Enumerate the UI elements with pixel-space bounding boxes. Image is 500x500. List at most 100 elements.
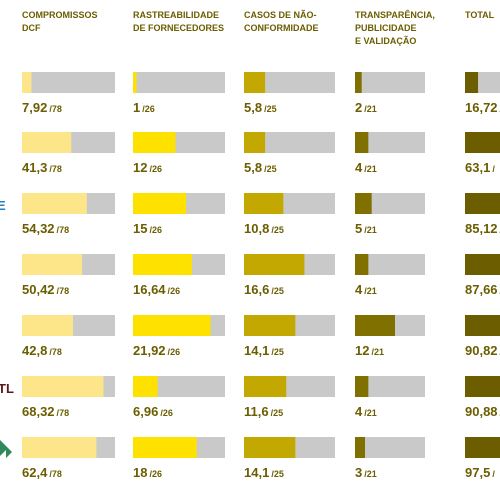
value-label: 12/21 xyxy=(355,343,384,358)
separator: / xyxy=(264,104,267,114)
bar xyxy=(355,376,369,397)
max-value: 78 xyxy=(59,286,69,296)
max-value: 26 xyxy=(152,225,162,235)
bar-track xyxy=(355,376,425,397)
value: 16,72 xyxy=(465,100,498,115)
bar xyxy=(22,437,97,458)
column-header: TOTAL xyxy=(465,10,495,20)
bar xyxy=(355,193,372,214)
bar xyxy=(244,376,287,397)
max-value: 21 xyxy=(367,408,377,418)
bar xyxy=(22,315,74,336)
max-value: 25 xyxy=(274,286,284,296)
max-value: 26 xyxy=(163,408,173,418)
bar xyxy=(244,437,296,458)
bar xyxy=(133,132,176,153)
max-value: 78 xyxy=(52,469,62,479)
bar-track xyxy=(22,72,115,93)
bar xyxy=(465,254,500,275)
max-value: 25 xyxy=(274,469,284,479)
max-value: 25 xyxy=(267,164,277,174)
separator: / xyxy=(264,164,267,174)
separator: / xyxy=(142,104,145,114)
column-header: CASOS DE NÃO- xyxy=(244,10,317,20)
value-label: 5/21 xyxy=(355,221,377,236)
value: 21,92 xyxy=(133,343,166,358)
value-label: 90,88/ xyxy=(465,404,500,419)
max-value: 26 xyxy=(145,104,155,114)
separator: / xyxy=(160,408,163,418)
separator: / xyxy=(57,408,60,418)
value-label: 14,1/25 xyxy=(244,465,284,480)
max-value: 21 xyxy=(367,104,377,114)
value: 7,92 xyxy=(22,100,47,115)
value: 87,66 xyxy=(465,282,498,297)
bar xyxy=(465,315,500,336)
max-value: 78 xyxy=(59,408,69,418)
value: 62,4 xyxy=(22,465,48,480)
bar xyxy=(133,193,187,214)
bar xyxy=(355,132,369,153)
separator: / xyxy=(492,164,495,174)
value-label: 1/26 xyxy=(133,100,155,115)
separator: / xyxy=(371,347,374,357)
max-value: 25 xyxy=(267,104,277,114)
max-value: 25 xyxy=(274,225,284,235)
max-value: 78 xyxy=(52,347,62,357)
max-value: 25 xyxy=(273,408,283,418)
value: 14,1 xyxy=(244,465,269,480)
separator: / xyxy=(271,347,274,357)
separator: / xyxy=(57,286,60,296)
max-value: 21 xyxy=(367,164,377,174)
value-label: 18/26 xyxy=(133,465,162,480)
max-value: 78 xyxy=(52,164,62,174)
bar xyxy=(133,254,192,275)
bar-track xyxy=(244,72,335,93)
bar-track xyxy=(355,193,425,214)
bar-track xyxy=(244,132,335,153)
value: 3 xyxy=(355,465,362,480)
separator: / xyxy=(49,469,52,479)
max-value: 26 xyxy=(152,469,162,479)
value: 63,1 xyxy=(465,160,490,175)
value: 54,32 xyxy=(22,221,55,236)
value: 4 xyxy=(355,160,363,175)
value: 4 xyxy=(355,282,363,297)
bar xyxy=(22,72,32,93)
bar xyxy=(355,437,365,458)
value-label: 97,5/ xyxy=(465,465,495,480)
value-label: 10,8/25 xyxy=(244,221,284,236)
value-label: 54,32/78 xyxy=(22,221,69,236)
value-label: 87,66/ xyxy=(465,282,500,297)
value-label: 41,3/78 xyxy=(22,160,62,175)
separator: / xyxy=(271,469,274,479)
value: 5,8 xyxy=(244,100,262,115)
value: 5 xyxy=(355,221,362,236)
value-label: 62,4/78 xyxy=(22,465,62,480)
separator: / xyxy=(49,104,52,114)
value-label: 21,92/26 xyxy=(133,343,180,358)
bar xyxy=(465,437,500,458)
max-value: 21 xyxy=(374,347,384,357)
value: 12 xyxy=(355,343,369,358)
column-header: TRANSPARÊNCIA, xyxy=(355,9,435,20)
value-label: 2/21 xyxy=(355,100,377,115)
value-label: 4/21 xyxy=(355,282,377,297)
bar xyxy=(22,132,72,153)
row-label-fragment: E xyxy=(0,198,6,213)
bar xyxy=(465,193,500,214)
value: 2 xyxy=(355,100,362,115)
value: 41,3 xyxy=(22,160,47,175)
separator: / xyxy=(168,286,171,296)
bar xyxy=(355,254,369,275)
column-header: RASTREABILIDADE xyxy=(133,10,219,20)
separator: / xyxy=(492,469,495,479)
separator: / xyxy=(271,408,274,418)
value: 5,8 xyxy=(244,160,262,175)
separator: / xyxy=(364,286,367,296)
value-label: 3/21 xyxy=(355,465,377,480)
max-value: 25 xyxy=(274,347,284,357)
value-label: 16,72/ xyxy=(465,100,500,115)
value: 50,42 xyxy=(22,282,55,297)
